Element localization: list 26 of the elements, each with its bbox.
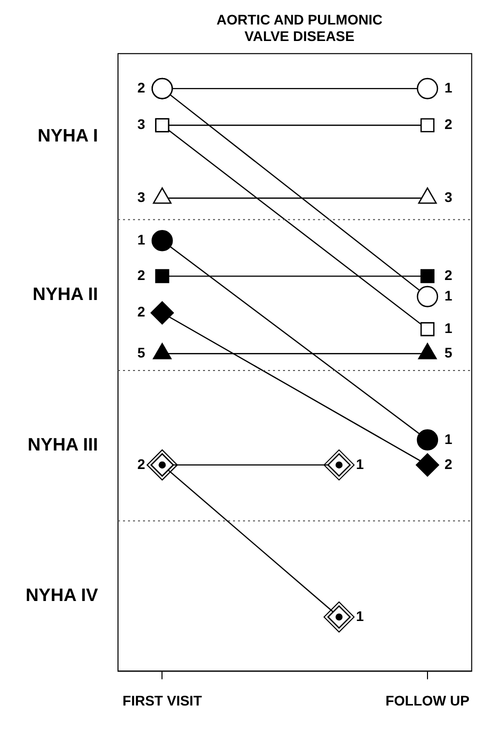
text: NYHA IV — [26, 585, 98, 606]
annotation: 1 — [444, 287, 452, 304]
chart-title: AORTIC AND PULMONIC VALVE DISEASE — [216, 11, 382, 44]
text: NYHA II — [32, 284, 98, 304]
annotation: 3 — [137, 116, 146, 132]
annotation: 2 — [444, 116, 452, 132]
annotation: 3 — [444, 188, 452, 205]
annotation: 1 — [356, 456, 364, 472]
annotation: 5 — [444, 344, 452, 361]
text: NYHA III — [28, 434, 98, 455]
annotation: 1 — [356, 608, 364, 624]
annotation: 5 — [137, 344, 146, 361]
annotation: 2 — [137, 456, 146, 472]
annotation: 3 — [137, 188, 146, 205]
annotation: 1 — [137, 231, 146, 248]
x-tick-label: FIRST VISIT — [122, 692, 202, 708]
annotation: 1 — [444, 79, 452, 96]
annotation: 2 — [444, 267, 452, 284]
annotation: 2 — [137, 79, 146, 96]
annotation: 1 — [444, 430, 452, 447]
annotation: 1 — [444, 320, 452, 336]
x-tick-label: FOLLOW UP — [385, 692, 470, 708]
annotation: 2 — [137, 267, 146, 284]
annotation: 2 — [444, 456, 452, 472]
annotation: 2 — [137, 304, 146, 320]
text: NYHA I — [38, 126, 98, 146]
